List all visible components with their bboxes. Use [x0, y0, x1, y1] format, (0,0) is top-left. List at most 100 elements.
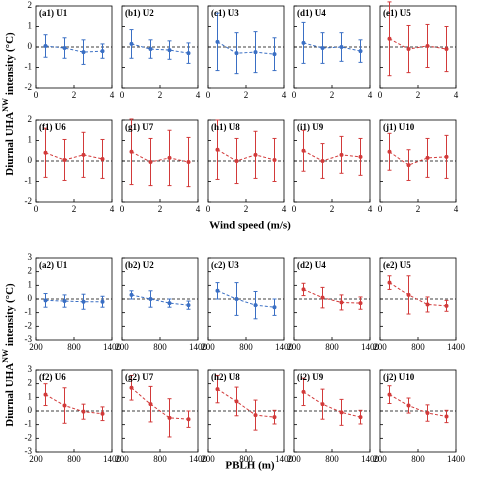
marker	[387, 36, 392, 41]
marker	[43, 150, 48, 155]
x-tick-label: 1400	[189, 342, 208, 352]
panel-title: (d2) U4	[297, 260, 326, 270]
marker	[339, 300, 344, 305]
y-tick-label: -1	[25, 62, 33, 72]
x-tick-label: 2	[416, 204, 421, 214]
marker	[148, 297, 153, 301]
x-tick-label: 200	[373, 454, 387, 464]
panel-title: (j2) U10	[383, 372, 415, 382]
y-tick-label: -3	[25, 334, 33, 344]
x-tick-label: 4	[282, 204, 287, 214]
panel-title: (g2) U7	[125, 372, 154, 382]
marker	[186, 417, 191, 422]
marker	[129, 149, 134, 154]
x-tick-label: 2	[330, 204, 335, 214]
x-tick-label: 1400	[275, 342, 294, 352]
marker	[100, 49, 105, 54]
marker	[148, 47, 153, 52]
marker	[358, 49, 363, 54]
marker	[253, 152, 258, 157]
x-tick-label: 0	[292, 90, 297, 100]
marker	[272, 52, 277, 57]
x-tick-label: 0	[292, 204, 297, 214]
panel-title: (b2) U2	[125, 260, 154, 270]
x-tick-label: 0	[120, 204, 125, 214]
series-line	[131, 151, 189, 163]
y-tick-label: -2	[25, 320, 33, 330]
marker	[234, 297, 239, 301]
x-tick-label: 4	[196, 204, 201, 214]
panel-title: (i2) U9	[297, 372, 324, 382]
marker	[62, 299, 67, 304]
panel-title: (g1) U7	[125, 122, 154, 132]
marker	[301, 148, 306, 153]
marker	[339, 45, 344, 49]
marker	[186, 160, 191, 165]
series-line	[303, 391, 361, 418]
x-tick-label: 0	[206, 90, 211, 100]
marker	[444, 47, 449, 52]
x-tick-label: 4	[368, 204, 373, 214]
marker	[129, 385, 134, 390]
x-tick-label: 2	[244, 204, 249, 214]
marker	[129, 292, 134, 297]
x-tick-label: 800	[153, 454, 167, 464]
y-tick-label: -1	[25, 176, 33, 186]
y-tick-label: -2	[25, 432, 33, 442]
marker	[43, 43, 48, 48]
x-tick-label: 1400	[103, 342, 122, 352]
series-line	[217, 41, 275, 55]
y-tick-label: 2	[28, 0, 33, 10]
marker	[444, 303, 449, 308]
marker	[406, 403, 411, 408]
x-tick-label: 200	[115, 342, 129, 352]
marker	[81, 299, 86, 304]
marker	[339, 410, 344, 415]
series-line	[45, 394, 103, 415]
x-tick-label: 200	[201, 342, 215, 352]
y-tick-label: -1	[25, 307, 33, 317]
x-tick-label: 2	[158, 90, 163, 100]
x-tick-label: 2	[72, 204, 77, 214]
marker	[129, 41, 134, 46]
panel-title: (b1) U2	[125, 8, 154, 18]
marker	[215, 147, 220, 152]
x-tick-label: 2	[158, 204, 163, 214]
x-axis-label: PBLH (m)	[225, 460, 275, 472]
marker	[387, 280, 392, 285]
marker	[406, 163, 411, 168]
y-tick-label: 3	[28, 364, 33, 374]
marker	[62, 157, 67, 162]
x-axis-label: Wind speed (m/s)	[209, 220, 291, 232]
series-line	[389, 151, 447, 166]
x-tick-label: 200	[373, 342, 387, 352]
x-tick-label: 800	[411, 342, 425, 352]
y-axis-label: Diurnal UHANW intensity (°C)	[1, 32, 16, 176]
marker	[425, 43, 430, 48]
x-tick-label: 200	[201, 454, 215, 464]
marker	[43, 298, 48, 303]
series-line	[217, 149, 275, 162]
x-tick-label: 0	[378, 90, 383, 100]
marker	[301, 40, 306, 45]
x-tick-label: 1400	[103, 454, 122, 464]
x-tick-label: 2	[72, 90, 77, 100]
y-tick-label: 0	[28, 293, 33, 303]
marker	[215, 387, 220, 392]
x-tick-label: 4	[282, 90, 287, 100]
marker	[148, 402, 153, 407]
y-tick-label: 1	[28, 279, 33, 289]
marker	[320, 402, 325, 407]
marker	[444, 414, 449, 419]
x-tick-label: 800	[239, 342, 253, 352]
marker	[234, 51, 239, 56]
marker	[301, 287, 306, 292]
marker	[148, 160, 153, 165]
marker	[62, 46, 67, 51]
y-tick-label: 1	[28, 135, 33, 145]
panel-title: (a1) U1	[39, 8, 68, 18]
x-tick-label: 800	[411, 454, 425, 464]
y-axis-label-sup: NW	[1, 98, 10, 112]
marker	[167, 48, 172, 53]
